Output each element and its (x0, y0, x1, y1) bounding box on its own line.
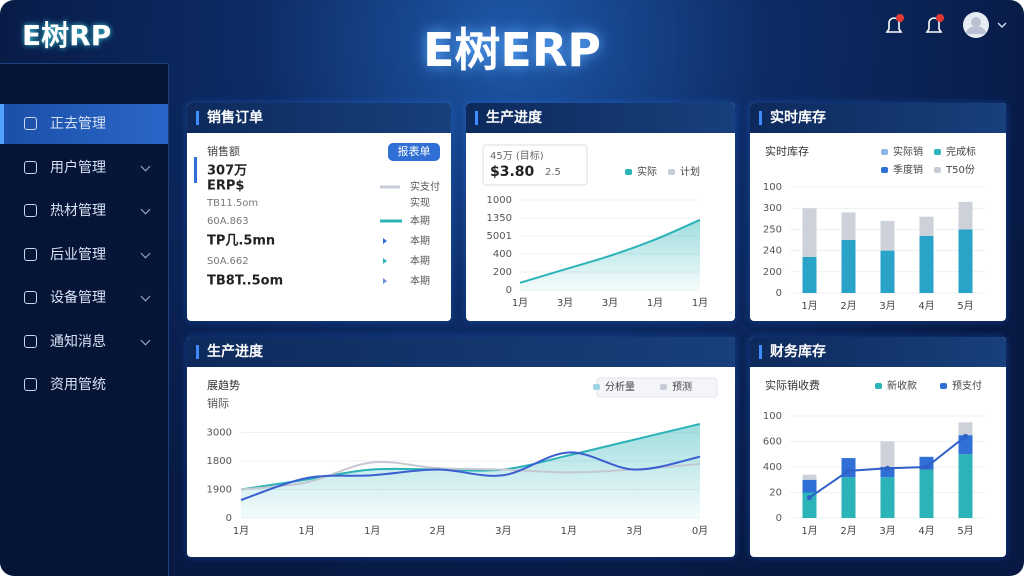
panel: 生产进度 (466, 103, 735, 321)
nav-icon (24, 160, 37, 174)
chevron (140, 248, 151, 258)
chevron (140, 204, 151, 215)
panel: 生产进度 (187, 337, 735, 557)
panel-title: 销售订单 (187, 103, 451, 133)
panel-title: 财务库存 (750, 337, 1006, 367)
nav-label: 热材管理 (50, 203, 106, 219)
nav-label: 设备管理 (50, 290, 106, 306)
nav-item[interactable]: 正去管理 (0, 104, 168, 144)
panel: 销售订单 (187, 103, 451, 321)
panel-title: 生产进度 (187, 337, 735, 367)
nav-item[interactable]: 热材管理 (0, 191, 168, 231)
nav-item[interactable]: 资用管统 (0, 365, 168, 405)
chevron (140, 335, 151, 345)
nav-icon (24, 334, 37, 348)
nav-icon (24, 378, 37, 391)
nav-label: 通知消息 (50, 333, 106, 350)
nav-item[interactable]: 设备管理 (0, 278, 168, 318)
avatar[interactable] (963, 12, 1007, 38)
nav-icon (24, 247, 37, 261)
nav-icon (24, 204, 37, 217)
sidebar: 正去管理用户管理热材管理后业管理设备管理通知消息资用管统 (0, 63, 169, 576)
nav-icon (24, 291, 37, 304)
panel-title: 生产进度 (466, 103, 735, 133)
nav-item[interactable]: 通知消息 (0, 322, 168, 362)
nav-icon (24, 117, 37, 130)
bell[interactable] (925, 14, 944, 33)
nav-label: 资用管统 (50, 377, 106, 393)
bell[interactable] (885, 14, 904, 33)
nav-item[interactable]: 用户管理 (0, 148, 168, 188)
nav-label: 后业管理 (50, 246, 106, 263)
page-title: E树ERP (423, 23, 601, 77)
chevron (140, 161, 151, 171)
panel: 财务库存 (750, 337, 1006, 557)
nav-item[interactable]: 后业管理 (0, 235, 168, 275)
panel-title: 实时库存 (750, 103, 1006, 133)
toolbar (885, 12, 1007, 38)
nav-label: 正去管理 (50, 116, 106, 132)
nav-label: 用户管理 (50, 159, 106, 176)
panel: 实时库存 (750, 103, 1006, 321)
chevron (140, 291, 151, 302)
logo[interactable]: E树RP (22, 19, 112, 52)
